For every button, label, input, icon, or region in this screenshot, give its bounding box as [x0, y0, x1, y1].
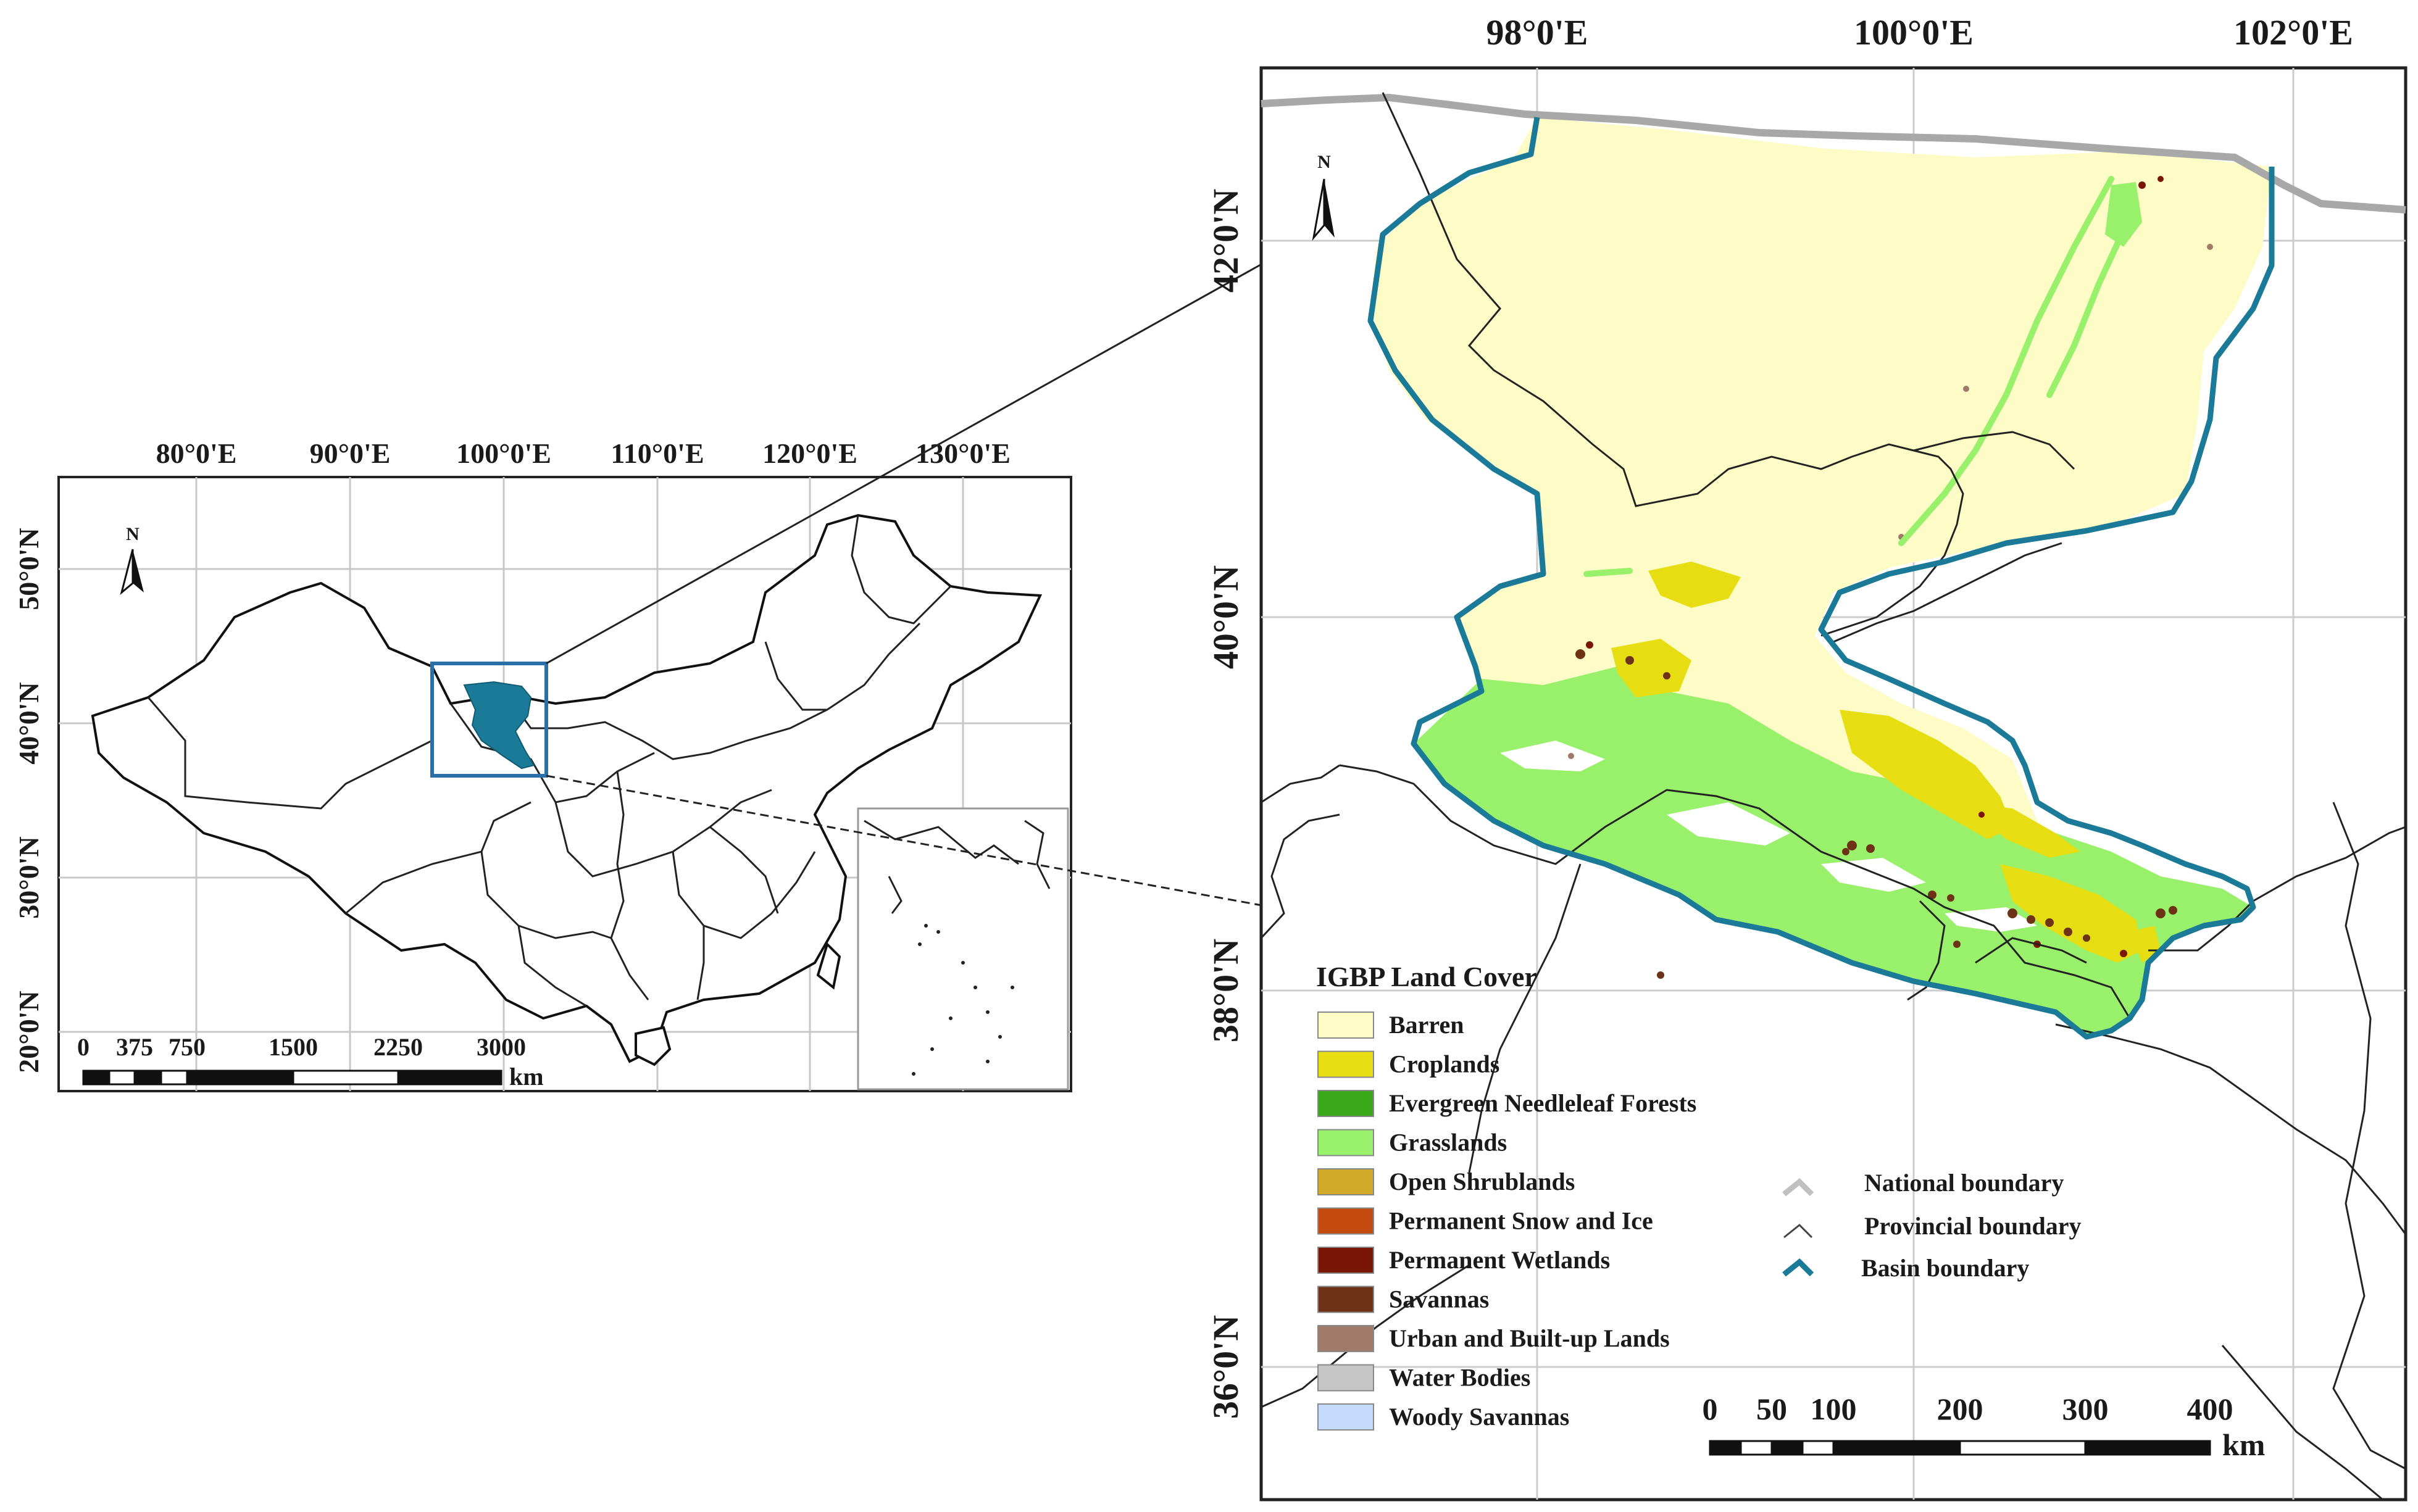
inset-scale-label-1: 375	[116, 1033, 153, 1061]
main-lat-label-36: 36°0'N	[1206, 1315, 1246, 1419]
legend-label-2: Evergreen Needleleaf Forests	[1389, 1089, 1696, 1117]
inset-scale-label-5: 3000	[477, 1033, 526, 1061]
main-scale-label-1: 50	[1756, 1392, 1787, 1426]
land-cover-speckles	[1568, 176, 2213, 979]
inset-zoom-frame	[430, 662, 548, 778]
legend-swatch-4	[1317, 1168, 1374, 1195]
inset-map: N 0 375 750 1500 2250 3000	[13, 438, 1072, 1092]
legend-swatch-10	[1317, 1403, 1374, 1431]
legend-label-1: Croplands	[1389, 1050, 1499, 1078]
hainan-island	[635, 1026, 672, 1066]
inset-north-label: N	[126, 524, 140, 544]
north-grass-patch	[2105, 182, 2142, 247]
legend-swatch-1	[1317, 1050, 1374, 1078]
taiwan-island	[816, 942, 841, 990]
inset-lon-label-100: 100°0'E	[456, 438, 551, 469]
land-cover-legend: IGBP Land Cover Barren Croplands Evergreen…	[1316, 961, 1696, 1431]
basin-boundary-swatch	[1782, 1258, 1814, 1277]
legend-label-7: Savannas	[1389, 1286, 1489, 1313]
legend-swatch-2	[1317, 1090, 1374, 1117]
national-boundary-swatch	[1782, 1178, 1814, 1197]
boundary-legend: National boundary Provincial boundary Ba…	[1782, 1169, 2082, 1282]
inset-lon-label-80: 80°0'E	[156, 438, 237, 469]
basin-grasslands-area	[1414, 667, 2253, 1037]
main-scale-label-4: 300	[2062, 1392, 2109, 1426]
inset-provincial-boundaries	[147, 515, 952, 1007]
south-china-sea-inset	[857, 807, 1069, 1090]
main-lat-label-38: 38°0'N	[1206, 939, 1246, 1042]
basin-boundary-line	[1367, 117, 2275, 1040]
main-scale-bar: 0 50 100 200 300 400 km	[1703, 1392, 2266, 1462]
croplands-patches	[1611, 562, 2161, 963]
main-scale-label-0: 0	[1703, 1392, 1718, 1426]
inset-lat-label-40: 40°0'N	[13, 682, 44, 764]
main-lon-label-102: 102°0'E	[2233, 12, 2353, 52]
legend-swatch-3	[1317, 1129, 1374, 1157]
legend-swatch-0	[1317, 1011, 1374, 1039]
main-scale-label-2: 100	[1811, 1392, 1857, 1426]
basin-boundary-label: Basin boundary	[1861, 1254, 2029, 1282]
inset-scale-label-4: 2250	[373, 1033, 423, 1061]
inset-lat-label-30: 30°0'N	[13, 836, 44, 918]
provincial-boundary-swatch	[1783, 1223, 1813, 1239]
legend-swatch-9	[1317, 1364, 1374, 1392]
main-map: N IGBP Land Cover Barren Croplands Evergre…	[1206, 12, 2408, 1502]
legend-swatch-5	[1317, 1207, 1374, 1235]
inset-lon-label-90: 90°0'E	[310, 438, 391, 469]
inset-scale-label-0: 0	[77, 1033, 90, 1061]
legend-label-8: Urban and Built-up Lands	[1389, 1324, 1670, 1352]
national-boundary-line	[1261, 93, 2406, 214]
legend-label-5: Permanent Snow and Ice	[1389, 1207, 1653, 1235]
main-lon-label-98: 98°0'E	[1486, 12, 1588, 52]
inset-lon-label-130: 130°0'E	[915, 438, 1011, 469]
inset-scale-label-2: 750	[169, 1033, 206, 1061]
main-scale-label-3: 200	[1937, 1392, 1983, 1426]
inset-lon-label-120: 120°0'E	[762, 438, 857, 469]
china-outline	[91, 513, 1043, 1063]
main-lat-label-42: 42°0'N	[1206, 189, 1246, 293]
inset-lon-label-110: 110°0'E	[611, 438, 704, 469]
main-lat-label-40: 40°0'N	[1206, 565, 1246, 669]
inset-lat-label-50: 50°0'N	[13, 528, 44, 610]
inset-basin	[463, 681, 535, 770]
main-north-arrow: N	[1312, 152, 1335, 241]
main-north-label: N	[1317, 152, 1331, 172]
provincial-boundary-label: Provincial boundary	[1864, 1212, 2082, 1240]
legend-label-4: Open Shrublands	[1389, 1168, 1575, 1195]
inset-scale-label-3: 1500	[269, 1033, 318, 1061]
north-grass-corridors	[1583, 176, 2139, 577]
legend-title: IGBP Land Cover	[1316, 961, 1537, 992]
inset-scale-bar: 0 375 750 1500 2250 3000 km	[77, 1033, 544, 1090]
main-lon-label-100: 100°0'E	[1854, 12, 1974, 52]
inset-scale-unit: km	[509, 1063, 544, 1090]
legend-label-3: Grasslands	[1389, 1129, 1507, 1157]
national-boundary-label: National boundary	[1864, 1169, 2064, 1197]
legend-swatch-8	[1317, 1325, 1374, 1352]
inset-lat-label-20: 20°0'N	[13, 991, 44, 1073]
legend-label-0: Barren	[1389, 1011, 1464, 1039]
main-provincial-boundaries	[1260, 92, 2407, 1501]
inset-north-arrow: N	[120, 524, 144, 596]
main-scale-label-5: 400	[2187, 1392, 2233, 1426]
legend-swatch-6	[1317, 1247, 1374, 1274]
legend-label-10: Woody Savannas	[1389, 1403, 1569, 1431]
main-scale-unit: km	[2222, 1427, 2265, 1462]
legend-label-9: Water Bodies	[1389, 1364, 1530, 1392]
legend-label-6: Permanent Wetlands	[1389, 1246, 1610, 1274]
legend-swatch-7	[1317, 1286, 1374, 1313]
